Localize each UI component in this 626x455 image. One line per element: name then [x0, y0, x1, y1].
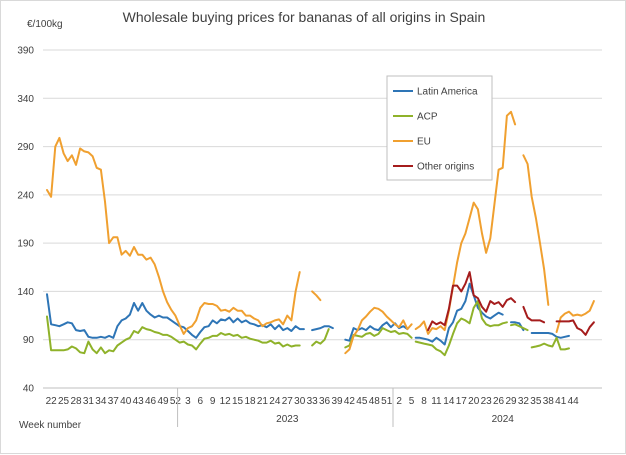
x-tick-label: 25: [58, 396, 70, 407]
series-line: [427, 271, 517, 332]
series-line: [414, 282, 504, 346]
x-axis-title: Week number: [19, 420, 82, 431]
legend: Latin America ACP EU Other origins: [386, 75, 493, 181]
x-tick-label: 37: [108, 396, 120, 407]
x-tick-label: 49: [157, 396, 169, 407]
y-tick-label: 340: [17, 94, 34, 105]
x-tick-label: 40: [120, 396, 132, 407]
x-tick-label: 32: [518, 396, 530, 407]
x-tick-label: 46: [145, 396, 157, 407]
y-tick-label: 190: [17, 239, 34, 250]
x-tick-label: 12: [220, 396, 232, 407]
y-tick-label: 390: [17, 46, 34, 57]
x-tick-label: 22: [46, 396, 58, 407]
series-line: [555, 319, 595, 336]
series-line: [46, 315, 301, 355]
gridlines: [43, 49, 602, 389]
x-tick-label: 42: [344, 396, 356, 407]
x-tick-label: 35: [530, 396, 542, 407]
x-tick-label: 51: [381, 396, 393, 407]
legend-label: Other origins: [417, 162, 474, 173]
x-tick-label: 24: [269, 396, 281, 407]
y-tick-label: 140: [17, 287, 34, 298]
x-tick-label: 38: [543, 396, 555, 407]
x-tick-label: 20: [468, 396, 480, 407]
y-tick-label: 240: [17, 190, 34, 201]
x-tick-label: 27: [282, 396, 294, 407]
x-tick-label: 30: [294, 396, 306, 407]
series-line: [414, 300, 508, 357]
legend-label: ACP: [417, 112, 438, 123]
x-tick-label: 39: [331, 396, 343, 407]
y-axis-unit: €/100kg: [27, 19, 63, 30]
x-tick-label: 18: [244, 396, 256, 407]
series-line: [311, 325, 334, 332]
series-latin-america: [46, 282, 570, 346]
series-eu: [46, 110, 595, 355]
series-line: [510, 323, 529, 332]
series-line: [46, 136, 301, 335]
x-tick-label: 3: [185, 396, 191, 407]
series-lines: [46, 110, 595, 357]
x-tick-label: 14: [443, 396, 455, 407]
x-tick-label: 9: [210, 396, 216, 407]
chart-title: Wholesale buying prices for bananas of a…: [123, 9, 486, 25]
series-line: [555, 300, 595, 333]
x-tick-label: 33: [307, 396, 319, 407]
x-tick-label: 21: [257, 396, 269, 407]
series-line: [522, 154, 550, 306]
x-tick-label: 48: [369, 396, 381, 407]
series-acp: [46, 300, 570, 357]
x-axis: 22 25 28 31 34 37 40 43 46 49 52 3 6 9 12 15 18 21 24 27 30 3…: [43, 387, 602, 427]
x-tick-label: 34: [95, 396, 107, 407]
x-tick-label: 45: [356, 396, 368, 407]
x-tick-label: 23: [481, 396, 493, 407]
legend-label: Latin America: [417, 87, 478, 98]
x-tick-label: 17: [456, 396, 468, 407]
x-tick-label: 52: [170, 396, 182, 407]
y-tick-label: 290: [17, 142, 34, 153]
x-tick-label: 8: [421, 396, 427, 407]
series-line: [530, 332, 570, 339]
series-line: [414, 110, 517, 335]
series-line: [344, 327, 413, 349]
x-tick-label: 15: [232, 396, 244, 407]
series-line: [344, 321, 409, 342]
series-line: [311, 328, 330, 347]
year-label: 2024: [492, 414, 515, 425]
legend-box: [386, 75, 493, 181]
series-line: [530, 336, 570, 351]
x-tick-label: 5: [409, 396, 415, 407]
year-label: 2023: [276, 414, 299, 425]
x-tick-label: 28: [70, 396, 82, 407]
x-tick-label: 31: [83, 396, 95, 407]
x-tick-label: 36: [319, 396, 331, 407]
x-tick-label: 6: [198, 396, 204, 407]
x-tick-label: 26: [493, 396, 505, 407]
y-axis-ticks: 40 90 140 190 240 290 340 390: [17, 46, 34, 395]
series-line: [311, 290, 322, 302]
y-tick-label: 40: [23, 384, 35, 395]
x-tick-label: 41: [555, 396, 567, 407]
series-line: [344, 306, 413, 355]
legend-label: EU: [417, 137, 431, 148]
x-tick-label: 44: [568, 396, 580, 407]
series-line: [522, 305, 546, 324]
x-tick-label: 11: [431, 396, 442, 407]
y-tick-label: 90: [23, 335, 35, 346]
x-tick-label: 29: [505, 396, 517, 407]
x-tick-label: 2: [396, 396, 402, 407]
x-tick-label: 43: [133, 396, 145, 407]
series-other-origins: [427, 271, 595, 336]
